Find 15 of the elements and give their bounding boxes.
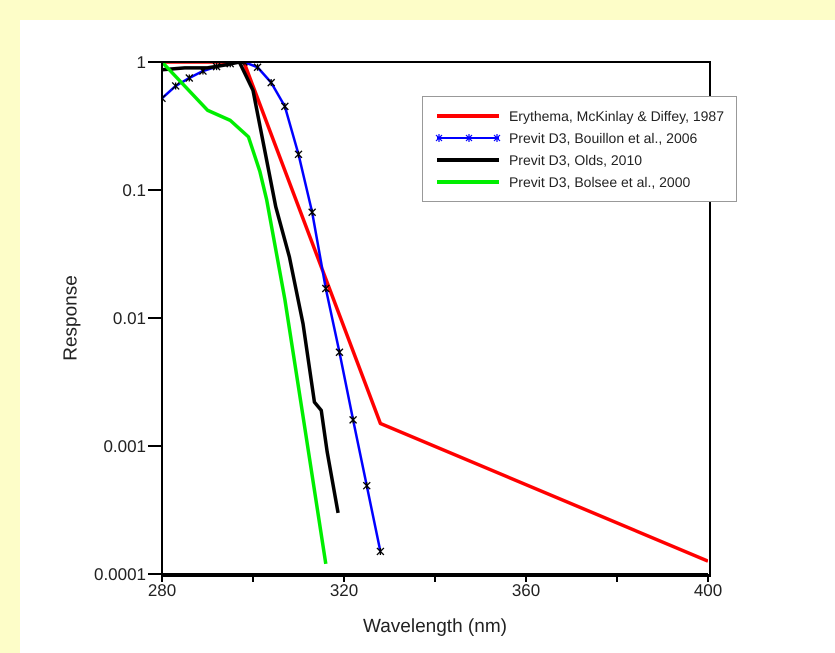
- legend-label: Erythema, McKinlay & Diffey, 1987: [508, 108, 724, 124]
- y-tick-label: 0.001: [103, 437, 146, 456]
- y-tick-label: 0.0001: [94, 565, 146, 584]
- x-tick-label: 360: [512, 581, 540, 600]
- y-tick-label: 1: [136, 53, 146, 72]
- y-axis-title: Response: [60, 275, 82, 361]
- legend-label: Previt D3, Olds, 2010: [508, 152, 642, 168]
- legend-label: Previt D3, Bouillon et al., 2006: [508, 130, 698, 146]
- x-tick-label: 280: [148, 581, 176, 600]
- x-tick-label: 400: [694, 581, 722, 600]
- y-tick-label: 0.01: [112, 309, 146, 328]
- legend-label: Previt D3, Bolsee et al., 2000: [508, 174, 690, 190]
- x-axis-title: Wavelength (nm): [363, 616, 507, 637]
- y-tick-label: 0.1: [122, 181, 146, 200]
- x-tick-label: 320: [330, 581, 358, 600]
